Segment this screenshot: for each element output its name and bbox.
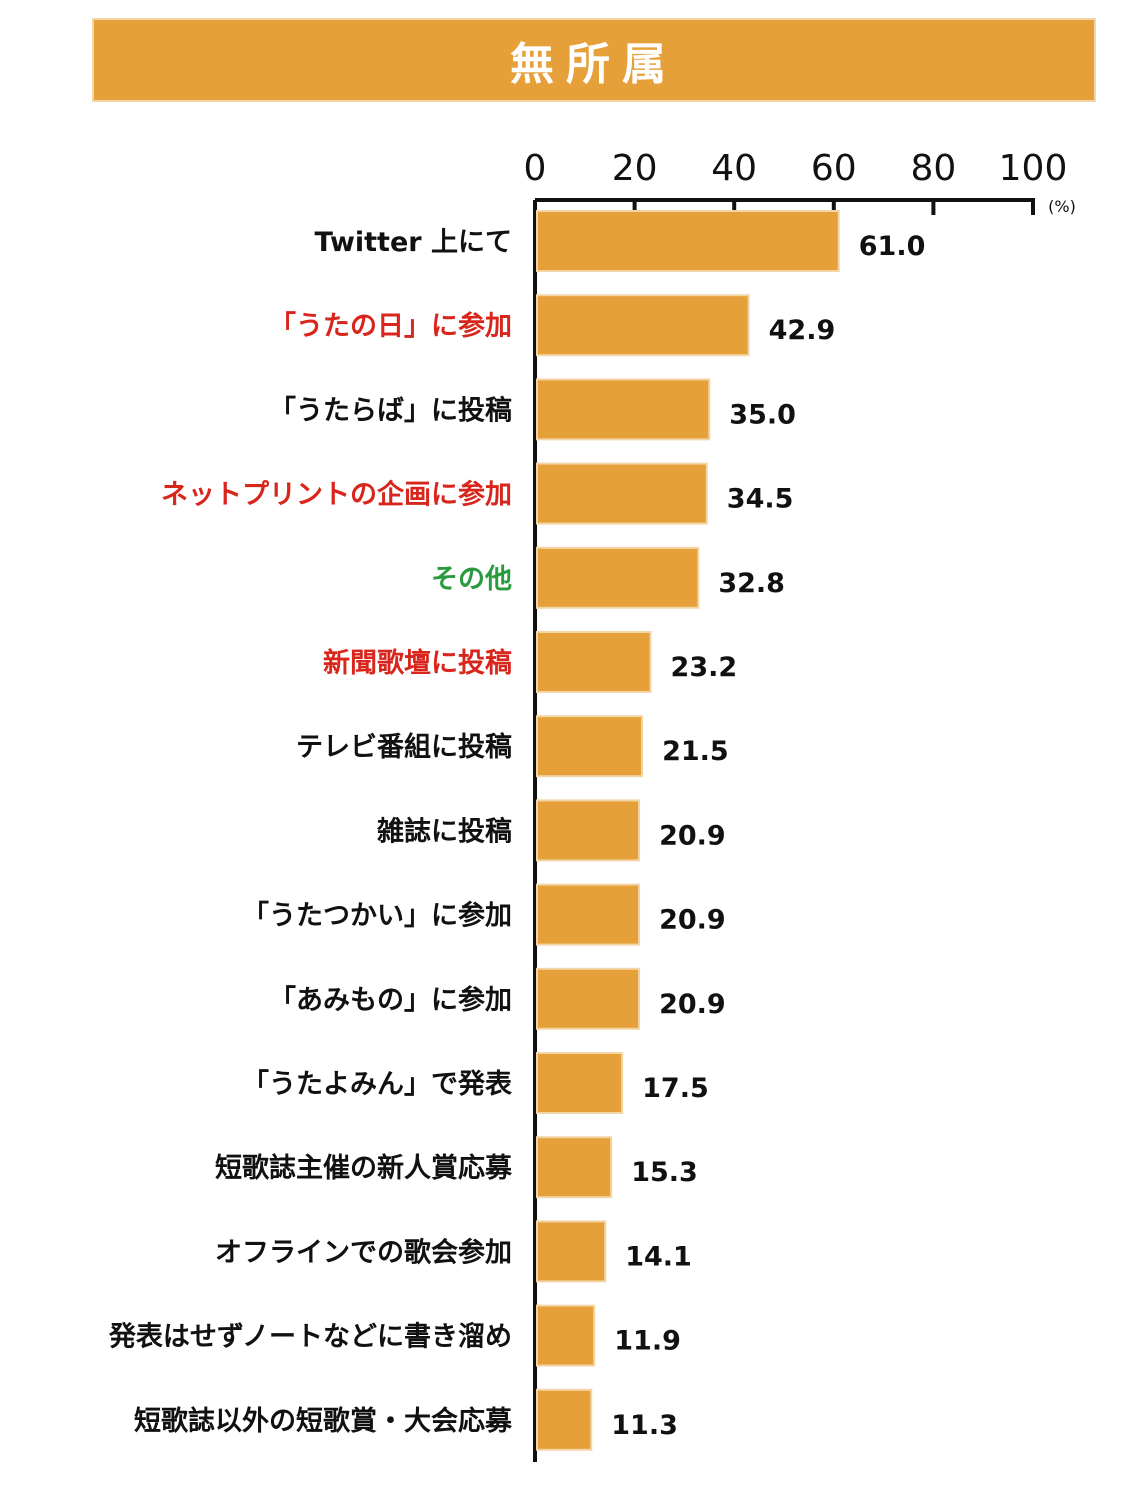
category-label: ネットプリントの企画に参加 [161,479,512,511]
bar [536,715,644,778]
bar [536,378,711,441]
value-label: 20.9 [659,905,726,936]
value-label: 21.5 [662,736,729,767]
x-axis-unit-label: (%) [1048,197,1076,216]
title-banner: 無所属 [92,18,1096,102]
x-tick-label: 40 [711,148,757,189]
bar [536,1136,613,1199]
value-label: 20.9 [659,989,726,1020]
value-label: 20.9 [659,820,726,851]
category-label: 「あみもの」に参加 [269,984,512,1016]
x-tick-label: 100 [999,148,1068,189]
value-label: 15.3 [631,1157,698,1188]
category-label: Twitter 上にて [315,227,513,258]
category-label: 短歌誌主催の新人賞応募 [215,1152,513,1184]
value-label: 17.5 [642,1073,709,1104]
category-label: 短歌誌以外の短歌賞・大会応募 [134,1405,513,1437]
bar [536,1388,593,1451]
bar [536,546,700,609]
bar [536,631,652,693]
x-tick-label: 60 [811,148,857,189]
x-tick-label: 80 [910,148,956,189]
value-label: 11.3 [611,1410,678,1441]
category-label: その他 [431,564,512,595]
category-label: テレビ番組に投稿 [296,731,512,763]
value-label: 23.2 [671,652,738,683]
x-tick-label: 0 [524,148,547,189]
value-label: 34.5 [727,484,794,515]
category-label: 「うたの日」に参加 [269,310,512,342]
value-label: 14.1 [625,1241,692,1272]
bar [536,1220,607,1283]
chart-title: 無所属 [510,39,678,90]
value-label: 61.0 [859,231,926,262]
bar [536,883,641,946]
value-label: 35.0 [729,399,796,430]
bar [536,1304,596,1367]
category-label: 雑誌に投稿 [376,815,512,847]
category-label: 「うたらば」に投稿 [269,394,512,426]
value-label: 32.8 [718,568,785,599]
category-label: 発表はせずノートなどに書き溜め [108,1321,512,1353]
x-tick-label: 20 [612,148,658,189]
bar [536,1052,624,1114]
category-label: 「うたつかい」に参加 [242,900,512,932]
bar [536,210,840,272]
bar [536,294,750,357]
category-label: 新聞歌壇に投稿 [323,647,512,679]
category-label: オフラインでの歌会参加 [215,1236,512,1268]
bar [536,462,708,525]
bar [536,967,641,1030]
value-label: 42.9 [769,315,836,346]
value-label: 11.9 [614,1326,681,1357]
category-label: 「うたよみん」で発表 [242,1068,512,1100]
bar [536,799,641,862]
